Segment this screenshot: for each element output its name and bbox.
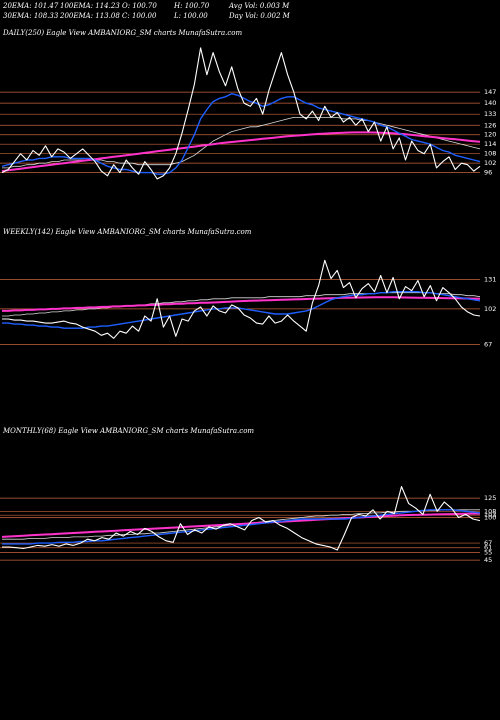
- monthly-y-tick-label: 55: [484, 548, 492, 556]
- daily-chart-title: DAILY(250) Eagle View AMBANIORG_SM chart…: [2, 29, 243, 37]
- daily-y-tick-label: 140: [484, 99, 496, 107]
- header-day-vol: Day Vol: 0.002 M: [228, 12, 291, 20]
- header-avg-vol: Avg Vol: 0.003 M: [228, 2, 290, 10]
- weekly-ema-fast-line: [2, 291, 481, 329]
- monthly-y-tick-label: 45: [484, 556, 492, 564]
- weekly-y-tick-label: 102: [484, 305, 496, 313]
- daily-y-tick-label: 120: [484, 131, 496, 139]
- daily-y-tick-label: 108: [484, 150, 496, 158]
- header-high: H: 100.70: [173, 2, 210, 10]
- daily-price-line: [1, 47, 481, 180]
- monthly-ema-slow-line: [1, 512, 480, 538]
- monthly-ema-fast-line: [2, 509, 481, 545]
- monthly-y-tick-label: 61: [484, 544, 492, 552]
- weekly-chart-panel: WEEKLY(142) Eagle View AMBANIORG_SM char…: [0, 228, 496, 348]
- header-100ema: 100EMA: 114.23: [60, 2, 120, 10]
- header-stats: 20EMA: 101.47 100EMA: 114.23 O: 100.70 H…: [2, 2, 291, 20]
- monthly-y-tick-label: 108: [484, 507, 496, 515]
- header-close: C: 100.00: [122, 12, 157, 20]
- header-200ema: 200EMA: 113.08: [59, 12, 120, 20]
- header-low: L: 100.00: [173, 12, 208, 20]
- daily-y-tick-label: 114: [484, 140, 496, 148]
- weekly-price-line: [2, 259, 481, 339]
- weekly-y-tick-label: 67: [484, 340, 492, 348]
- monthly-y-tick-label: 100: [484, 514, 496, 522]
- monthly-price-line: [2, 485, 481, 551]
- header-open: O: 100.70: [122, 2, 157, 10]
- monthly-chart-panel: MONTHLY(68) Eagle View AMBANIORG_SM char…: [0, 427, 496, 564]
- header-20ema: 20EMA: 101.47: [2, 2, 59, 10]
- daily-y-tick-label: 102: [484, 159, 496, 167]
- monthly-y-tick-label: 67: [484, 539, 492, 547]
- weekly-y-tick-label: 131: [484, 276, 496, 284]
- daily-y-tick-label: 96: [484, 169, 492, 177]
- monthly-chart-title: MONTHLY(68) Eagle View AMBANIORG_SM char…: [2, 427, 254, 435]
- daily-chart-panel: DAILY(250) Eagle View AMBANIORG_SM chart…: [0, 29, 496, 180]
- monthly-y-tick-label: 125: [484, 494, 496, 502]
- header-30ema: 30EMA: 108.33: [3, 12, 59, 20]
- monthly-y-tick-label: 103: [484, 511, 496, 519]
- daily-y-tick-label: 133: [484, 110, 496, 118]
- daily-y-tick-label: 147: [484, 88, 496, 96]
- weekly-ema-mid-line: [2, 292, 481, 317]
- daily-y-tick-label: 126: [484, 121, 496, 129]
- weekly-chart-title: WEEKLY(142) Eagle View AMBANIORG_SM char…: [3, 228, 252, 236]
